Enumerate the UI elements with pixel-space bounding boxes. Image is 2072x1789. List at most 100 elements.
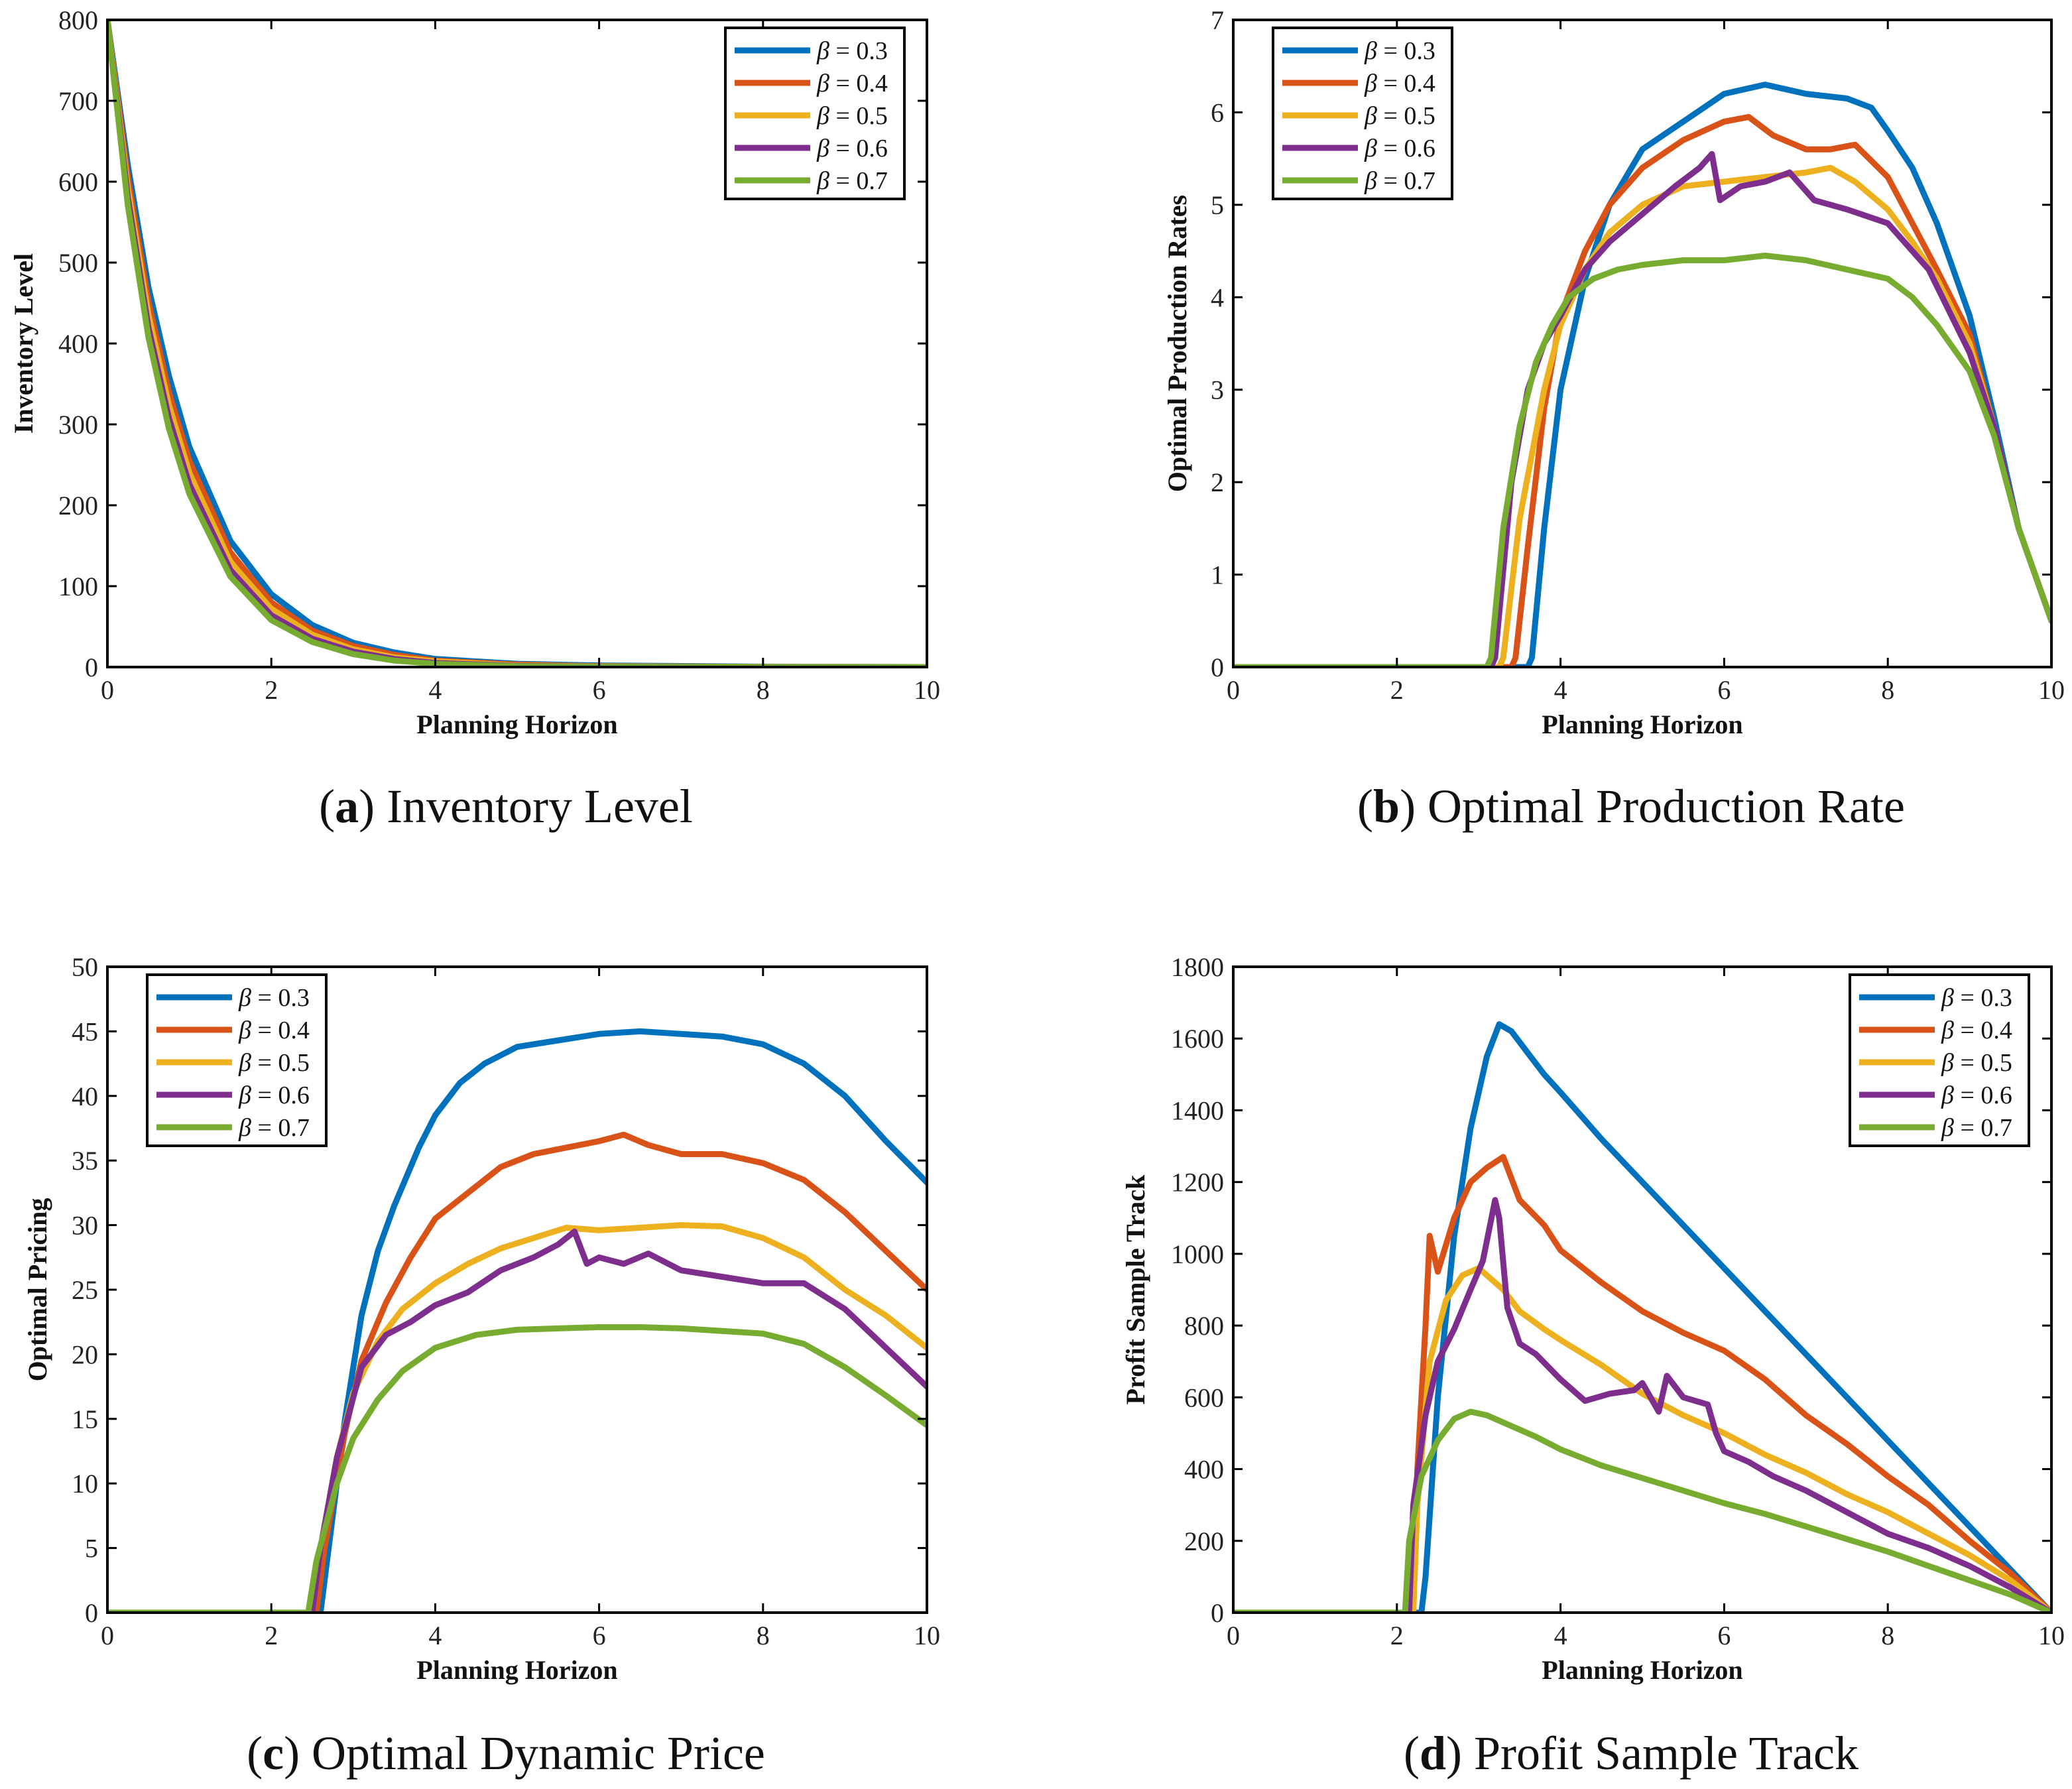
y-tick-label: 50 — [72, 952, 98, 982]
chart-caption: (a) Inventory Level — [319, 780, 693, 833]
y-tick-label: 200 — [58, 491, 98, 521]
series-group — [1233, 1021, 2051, 1613]
x-tick-label: 10 — [2038, 675, 2065, 705]
series-line-b-3 — [1233, 164, 2051, 667]
y-tick-label: 200 — [1184, 1526, 1224, 1556]
y-tick-label: 35 — [72, 1146, 98, 1176]
series-line-c-5 — [107, 1324, 927, 1613]
x-tick-label: 10 — [914, 675, 940, 705]
x-axis-label: Planning Horizon — [416, 1655, 617, 1685]
series-line-b-5 — [1233, 253, 2051, 667]
y-tick-label: 800 — [1184, 1311, 1224, 1341]
series-line-c-2 — [107, 1131, 927, 1613]
y-axis-label: Optimal Pricing — [23, 1198, 52, 1382]
x-tick-label: 6 — [593, 675, 606, 705]
y-axis-label: Inventory Level — [9, 253, 38, 434]
y-tick-label: 15 — [72, 1404, 98, 1434]
x-axis-label: Planning Horizon — [416, 709, 617, 739]
legend: β = 0.3 β = 0.4 β = 0.5 β = 0.6 β = 0.7 — [724, 27, 906, 200]
legend-frame — [1272, 27, 1453, 200]
series-line-b-4 — [1233, 151, 2051, 667]
chart-panel-c: 0 2 4 6 8 10 0 5 10 15 20 25 30 35 40 45 50 Planning Hori… — [23, 952, 940, 1685]
y-tick-label: 0 — [1211, 652, 1224, 682]
series-group — [1233, 82, 2051, 667]
y-tick-label: 400 — [58, 329, 98, 359]
y-tick-label: 5 — [1211, 190, 1224, 220]
y-tick-label: 700 — [58, 86, 98, 116]
legend-label: β = 0.3 — [1364, 37, 1435, 65]
y-tick-label: 100 — [58, 572, 98, 601]
legend-label: β = 0.5 — [1941, 1049, 2012, 1077]
legend-label: β = 0.3 — [1941, 984, 2012, 1012]
x-tick-label: 8 — [1881, 1621, 1894, 1650]
chart-caption: (d) Profit Sample Track — [1404, 1727, 1859, 1780]
x-tick-label: 4 — [1554, 1621, 1567, 1650]
y-tick-label: 5 — [85, 1534, 98, 1564]
y-tick-label: 25 — [72, 1275, 98, 1305]
x-axis-label: Planning Horizon — [1542, 1655, 1742, 1685]
y-tick-label: 7 — [1211, 5, 1224, 35]
x-tick-label: 4 — [1554, 675, 1567, 705]
series-group — [107, 1028, 927, 1613]
axis-frame — [1232, 965, 2053, 1614]
y-tick-label: 0 — [85, 652, 98, 682]
series-line-d-5 — [1233, 1408, 2051, 1613]
series-line-c-1 — [107, 1028, 927, 1613]
legend-label: β = 0.6 — [816, 135, 888, 162]
x-tick-label: 0 — [1227, 675, 1240, 705]
x-tick-label: 4 — [428, 1621, 442, 1650]
y-tick-label: 400 — [1184, 1455, 1224, 1485]
series-line-b-1 — [1233, 82, 2051, 667]
y-tick-label: 4 — [1211, 282, 1224, 312]
legend-label: β = 0.3 — [238, 984, 310, 1012]
x-tick-label: 0 — [1227, 1621, 1240, 1650]
y-tick-label: 6 — [1211, 97, 1224, 127]
y-tick-label: 1200 — [1171, 1168, 1224, 1198]
y-tick-label: 1 — [1211, 560, 1224, 590]
legend-label: β = 0.5 — [816, 102, 888, 130]
legend-label: β = 0.6 — [1941, 1081, 2012, 1109]
x-axis-label: Planning Horizon — [1542, 709, 1742, 739]
y-tick-label: 1600 — [1171, 1024, 1224, 1054]
series-line-d-2 — [1233, 1154, 2051, 1613]
chart-caption: (b) Optimal Production Rate — [1357, 780, 1905, 833]
series-line-c-4 — [107, 1228, 927, 1613]
legend-label: β = 0.4 — [816, 70, 888, 97]
chart-caption: (c) Optimal Dynamic Price — [247, 1727, 765, 1780]
y-axis-label: Optimal Production Rates — [1162, 195, 1192, 492]
legend: β = 0.3 β = 0.4 β = 0.5 β = 0.6 β = 0.7 — [1272, 27, 1453, 200]
y-tick-label: 40 — [72, 1081, 98, 1111]
legend-label: β = 0.3 — [816, 37, 888, 65]
legend-label: β = 0.7 — [1941, 1114, 2012, 1142]
axis-frame — [1232, 19, 2053, 668]
x-tick-label: 10 — [2038, 1621, 2065, 1650]
x-tick-label: 8 — [1881, 675, 1894, 705]
legend-label: β = 0.5 — [238, 1049, 310, 1077]
chart-panel-a: 0 2 4 6 8 100100200300400500600700800Planning… — [9, 5, 940, 739]
y-tick-label: 0 — [85, 1598, 98, 1628]
y-tick-label: 1400 — [1171, 1095, 1224, 1125]
y-tick-label: 1000 — [1171, 1239, 1224, 1269]
x-tick-label: 6 — [1717, 1621, 1731, 1650]
series-line-d-3 — [1233, 1265, 2051, 1613]
y-tick-label: 2 — [1211, 467, 1224, 497]
legend-label: β = 0.7 — [1364, 167, 1435, 195]
x-tick-label: 10 — [914, 1621, 940, 1650]
x-tick-label: 2 — [1390, 1621, 1404, 1650]
y-tick-label: 1800 — [1171, 952, 1224, 982]
legend-label: β = 0.5 — [1364, 102, 1435, 130]
x-tick-label: 8 — [757, 675, 770, 705]
x-tick-label: 0 — [101, 675, 114, 705]
y-axis-label: Profit Sample Track — [1121, 1174, 1150, 1404]
y-tick-label: 0 — [1211, 1598, 1224, 1628]
chart-panel-b: 0 2 4 6 8 10 0 1 2 3 4 5 6 7 Planning Horizon Optimal P… — [1162, 5, 2065, 739]
x-tick-label: 4 — [428, 675, 442, 705]
legend-label: β = 0.4 — [1941, 1017, 2012, 1044]
legend-label: β = 0.7 — [238, 1114, 310, 1142]
x-tick-label: 2 — [265, 675, 278, 705]
y-tick-label: 20 — [72, 1339, 98, 1369]
legend: β = 0.3 β = 0.4 β = 0.5 β = 0.6 β = 0.7 — [1849, 973, 2030, 1147]
y-tick-label: 30 — [72, 1211, 98, 1241]
legend-label: β = 0.6 — [238, 1081, 310, 1109]
